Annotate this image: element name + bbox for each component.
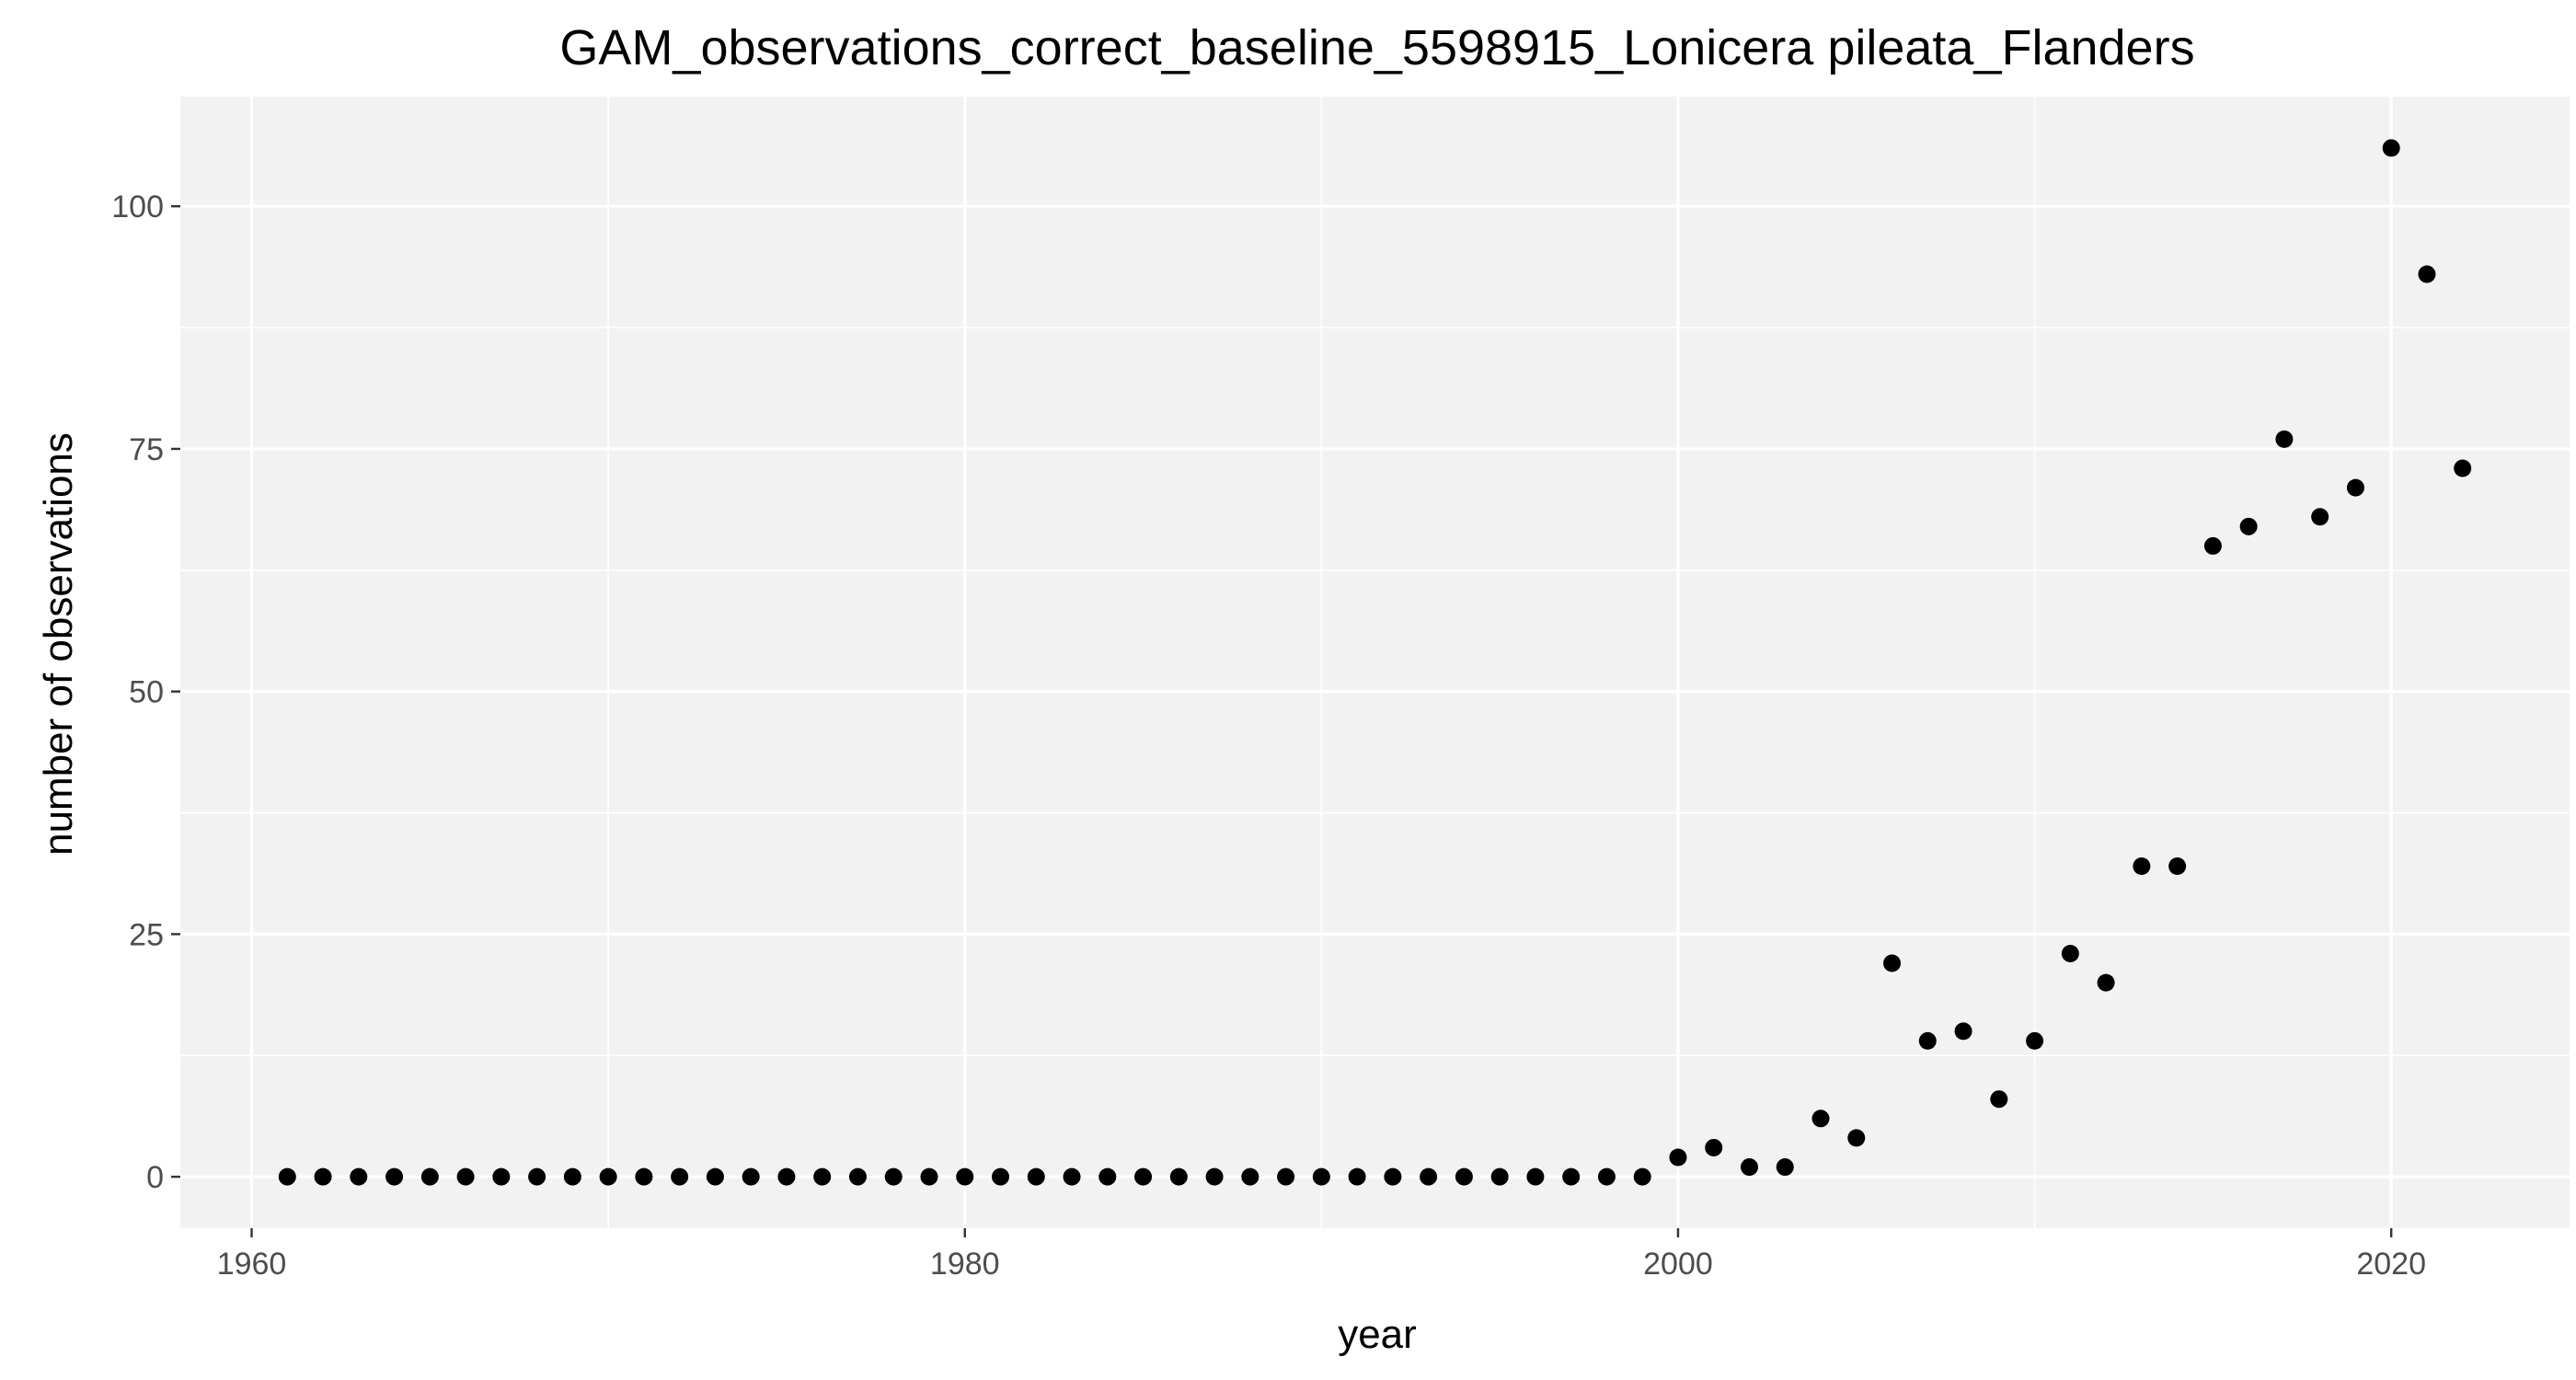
data-point xyxy=(2418,265,2436,283)
data-point xyxy=(1669,1148,1687,1167)
data-point xyxy=(1633,1167,1651,1186)
data-point xyxy=(2275,430,2294,448)
data-point xyxy=(563,1167,581,1186)
data-point xyxy=(1420,1167,1438,1186)
data-point xyxy=(1027,1167,1045,1186)
data-point xyxy=(1526,1167,1545,1186)
y-axis-title: number of observations xyxy=(36,432,81,856)
y-tick-label: 0 xyxy=(146,1160,164,1195)
data-point xyxy=(2133,857,2151,876)
y-tick-label: 50 xyxy=(129,675,164,710)
data-point xyxy=(1597,1167,1616,1186)
data-point xyxy=(1918,1031,1937,1050)
data-point xyxy=(1312,1167,1330,1186)
data-point xyxy=(278,1167,296,1186)
x-tick-label: 2020 xyxy=(2356,1247,2426,1282)
data-point xyxy=(2311,508,2329,526)
grid-major xyxy=(180,97,2570,1228)
data-point xyxy=(1490,1167,1509,1186)
data-point xyxy=(1169,1167,1188,1186)
data-point xyxy=(2061,944,2079,962)
data-point xyxy=(956,1167,974,1186)
data-point xyxy=(1455,1167,1473,1186)
data-point xyxy=(1776,1158,1794,1177)
data-point xyxy=(2239,517,2258,535)
data-point xyxy=(1277,1167,1295,1186)
data-point xyxy=(706,1167,724,1186)
y-tick-label: 25 xyxy=(129,917,164,952)
data-point xyxy=(1847,1129,1866,1147)
data-point xyxy=(492,1167,511,1186)
data-point xyxy=(314,1167,332,1186)
data-point xyxy=(528,1167,546,1186)
data-point xyxy=(350,1167,368,1186)
data-point xyxy=(848,1167,867,1186)
x-tick-label: 2000 xyxy=(1643,1247,1713,1282)
data-point xyxy=(1205,1167,1224,1186)
x-tick-label: 1980 xyxy=(930,1247,1000,1282)
data-point xyxy=(920,1167,938,1186)
x-axis-title: year xyxy=(1338,1312,1417,1357)
data-point xyxy=(2026,1031,2044,1050)
data-point xyxy=(2346,478,2364,497)
data-point xyxy=(813,1167,832,1186)
data-point xyxy=(1098,1167,1117,1186)
data-point xyxy=(1384,1167,1402,1186)
data-point xyxy=(1241,1167,1259,1186)
data-point xyxy=(420,1167,439,1186)
y-tick-label: 75 xyxy=(129,432,164,467)
plot-panel xyxy=(180,97,2570,1228)
data-point xyxy=(1134,1167,1153,1186)
data-point xyxy=(1348,1167,1366,1186)
data-point xyxy=(1811,1110,1830,1128)
data-point xyxy=(599,1167,617,1186)
data-point xyxy=(456,1167,475,1186)
grid-minor xyxy=(180,97,2570,1228)
data-point xyxy=(2097,973,2115,992)
data-point xyxy=(1562,1167,1581,1186)
data-point xyxy=(1063,1167,1081,1186)
y-axis: 0 25 50 75 100 xyxy=(111,190,180,1195)
data-point xyxy=(671,1167,689,1186)
y-tick-label: 100 xyxy=(111,190,164,224)
data-point xyxy=(1705,1138,1723,1156)
data-point xyxy=(1954,1022,1972,1041)
data-point xyxy=(1990,1090,2008,1109)
chart-title: GAM_observations_correct_baseline_559891… xyxy=(559,20,2194,75)
data-point xyxy=(2203,536,2222,555)
data-point xyxy=(1883,954,1902,972)
data-point xyxy=(2382,139,2400,157)
points xyxy=(278,139,2472,1186)
data-point xyxy=(2454,459,2472,477)
data-point xyxy=(884,1167,903,1186)
data-point xyxy=(2168,857,2187,876)
data-point xyxy=(635,1167,653,1186)
data-point xyxy=(992,1167,1010,1186)
x-tick-label: 1960 xyxy=(217,1247,287,1282)
data-point xyxy=(1740,1158,1758,1177)
data-point xyxy=(385,1167,404,1186)
x-axis: 1960 1980 2000 2020 xyxy=(217,1228,2426,1282)
data-point xyxy=(777,1167,796,1186)
data-point xyxy=(742,1167,760,1186)
